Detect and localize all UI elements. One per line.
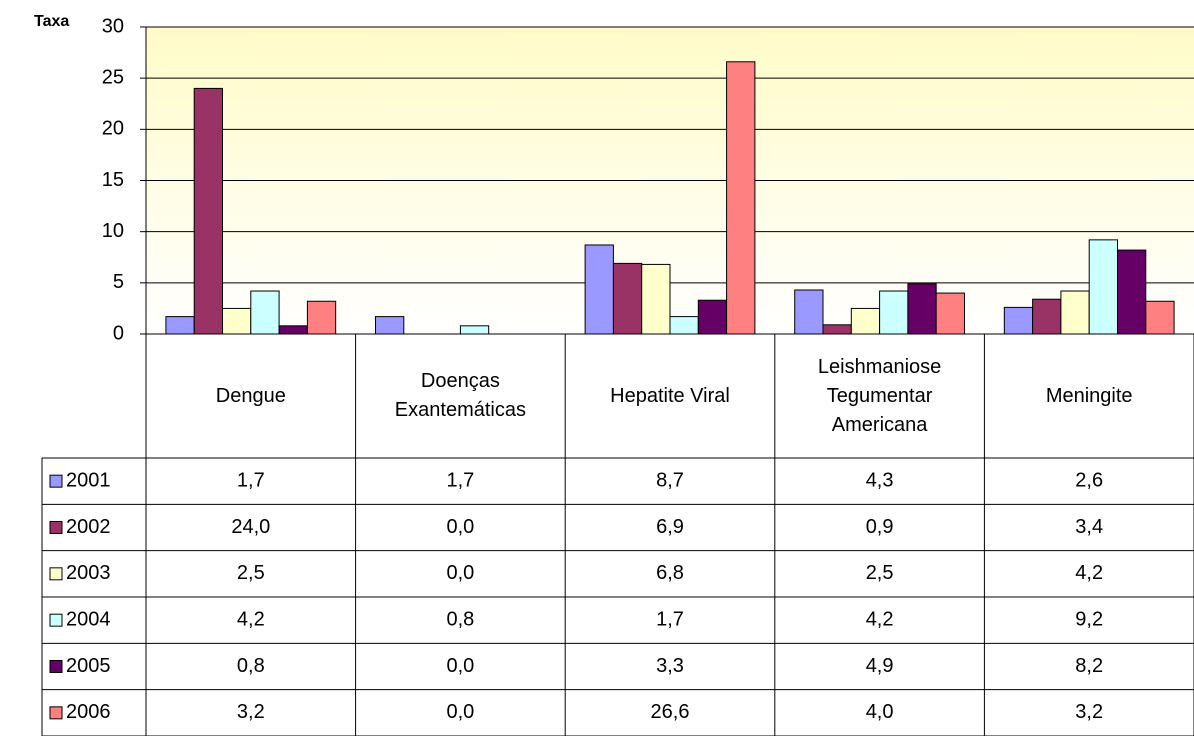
data-label: 4,3 xyxy=(866,469,894,491)
data-label: 4,9 xyxy=(866,655,894,677)
legend-key xyxy=(49,706,63,720)
bar xyxy=(193,87,224,335)
data-label: 8,7 xyxy=(656,469,684,491)
data-label: 2,5 xyxy=(866,562,894,584)
y-tick-label: 25 xyxy=(102,66,124,88)
bar xyxy=(907,283,937,335)
y-tick-label: 0 xyxy=(113,322,124,344)
bar xyxy=(459,325,490,335)
legend-key xyxy=(49,613,63,627)
bar xyxy=(165,316,195,335)
legend-key xyxy=(49,474,63,488)
category-label: Leishmaniose Tegumentar Americana xyxy=(817,355,942,436)
data-label: 0,0 xyxy=(446,655,474,677)
bar xyxy=(306,300,337,335)
legend-key xyxy=(49,660,63,673)
data-label: 0,0 xyxy=(446,562,474,584)
data-label: 1,7 xyxy=(237,469,265,491)
bar xyxy=(641,263,671,335)
data-label: 0,8 xyxy=(237,655,265,677)
legend-label: 2003 xyxy=(66,562,111,584)
bar xyxy=(250,290,280,335)
y-tick-label: 20 xyxy=(102,118,124,140)
bar xyxy=(584,244,614,335)
category-label: Dengue xyxy=(215,384,286,407)
y-tick-label: 30 xyxy=(102,15,124,37)
bar xyxy=(879,290,909,335)
data-label: 1,7 xyxy=(446,469,474,491)
data-label: 3,3 xyxy=(656,655,684,677)
y-tick-label: 5 xyxy=(113,271,124,293)
bar xyxy=(1060,290,1090,335)
data-label: 3,2 xyxy=(1075,701,1103,723)
data-label: 4,0 xyxy=(866,701,894,723)
category-label: Meningite xyxy=(1045,384,1133,407)
data-label: 0,9 xyxy=(866,516,894,538)
data-label: 2,6 xyxy=(1075,469,1103,491)
bar xyxy=(375,316,405,335)
data-label: 24,0 xyxy=(231,516,270,538)
data-label: 8,2 xyxy=(1075,655,1103,677)
data-label: 4,2 xyxy=(237,608,265,630)
bar xyxy=(822,324,852,335)
y-tick-label: 10 xyxy=(102,220,124,242)
legend-label: 2004 xyxy=(66,608,111,630)
bar xyxy=(1088,239,1118,335)
bar xyxy=(850,307,881,335)
bar xyxy=(669,316,699,335)
bar xyxy=(697,299,728,335)
data-label: 6,8 xyxy=(656,562,684,584)
bar xyxy=(278,325,308,335)
data-label: 0,0 xyxy=(446,701,474,723)
data-label: 3,2 xyxy=(237,701,265,723)
legend-label: 2005 xyxy=(66,655,111,677)
data-label: 6,9 xyxy=(656,516,684,538)
data-label: 4,2 xyxy=(1075,562,1103,584)
legend-label: 2002 xyxy=(66,516,111,538)
category-label: Hepatite Viral xyxy=(610,384,730,407)
bar xyxy=(1003,306,1034,335)
data-label: 9,2 xyxy=(1075,608,1103,630)
bar xyxy=(794,289,824,335)
data-label: 3,4 xyxy=(1075,516,1103,538)
bar xyxy=(935,292,965,335)
bar xyxy=(1032,298,1062,335)
data-label: 4,2 xyxy=(866,608,894,630)
bar xyxy=(726,61,756,335)
data-label: 2,5 xyxy=(237,562,265,584)
data-label: 26,6 xyxy=(651,701,690,723)
bar xyxy=(1145,300,1175,335)
y-tick-label: 15 xyxy=(102,169,124,191)
axis-title: Taxa xyxy=(34,13,69,30)
bar xyxy=(222,307,252,335)
data-label: 1,7 xyxy=(656,608,684,630)
legend-key xyxy=(49,567,63,581)
legend-label: 2006 xyxy=(66,701,111,723)
data-label: 0,8 xyxy=(446,608,474,630)
data-label: 0,0 xyxy=(446,516,474,538)
bar xyxy=(1116,249,1147,335)
category-label: Doenças Exantemáticas xyxy=(394,370,526,421)
bar xyxy=(612,262,643,335)
legend-label: 2001 xyxy=(66,469,111,491)
legend-key xyxy=(49,521,63,534)
